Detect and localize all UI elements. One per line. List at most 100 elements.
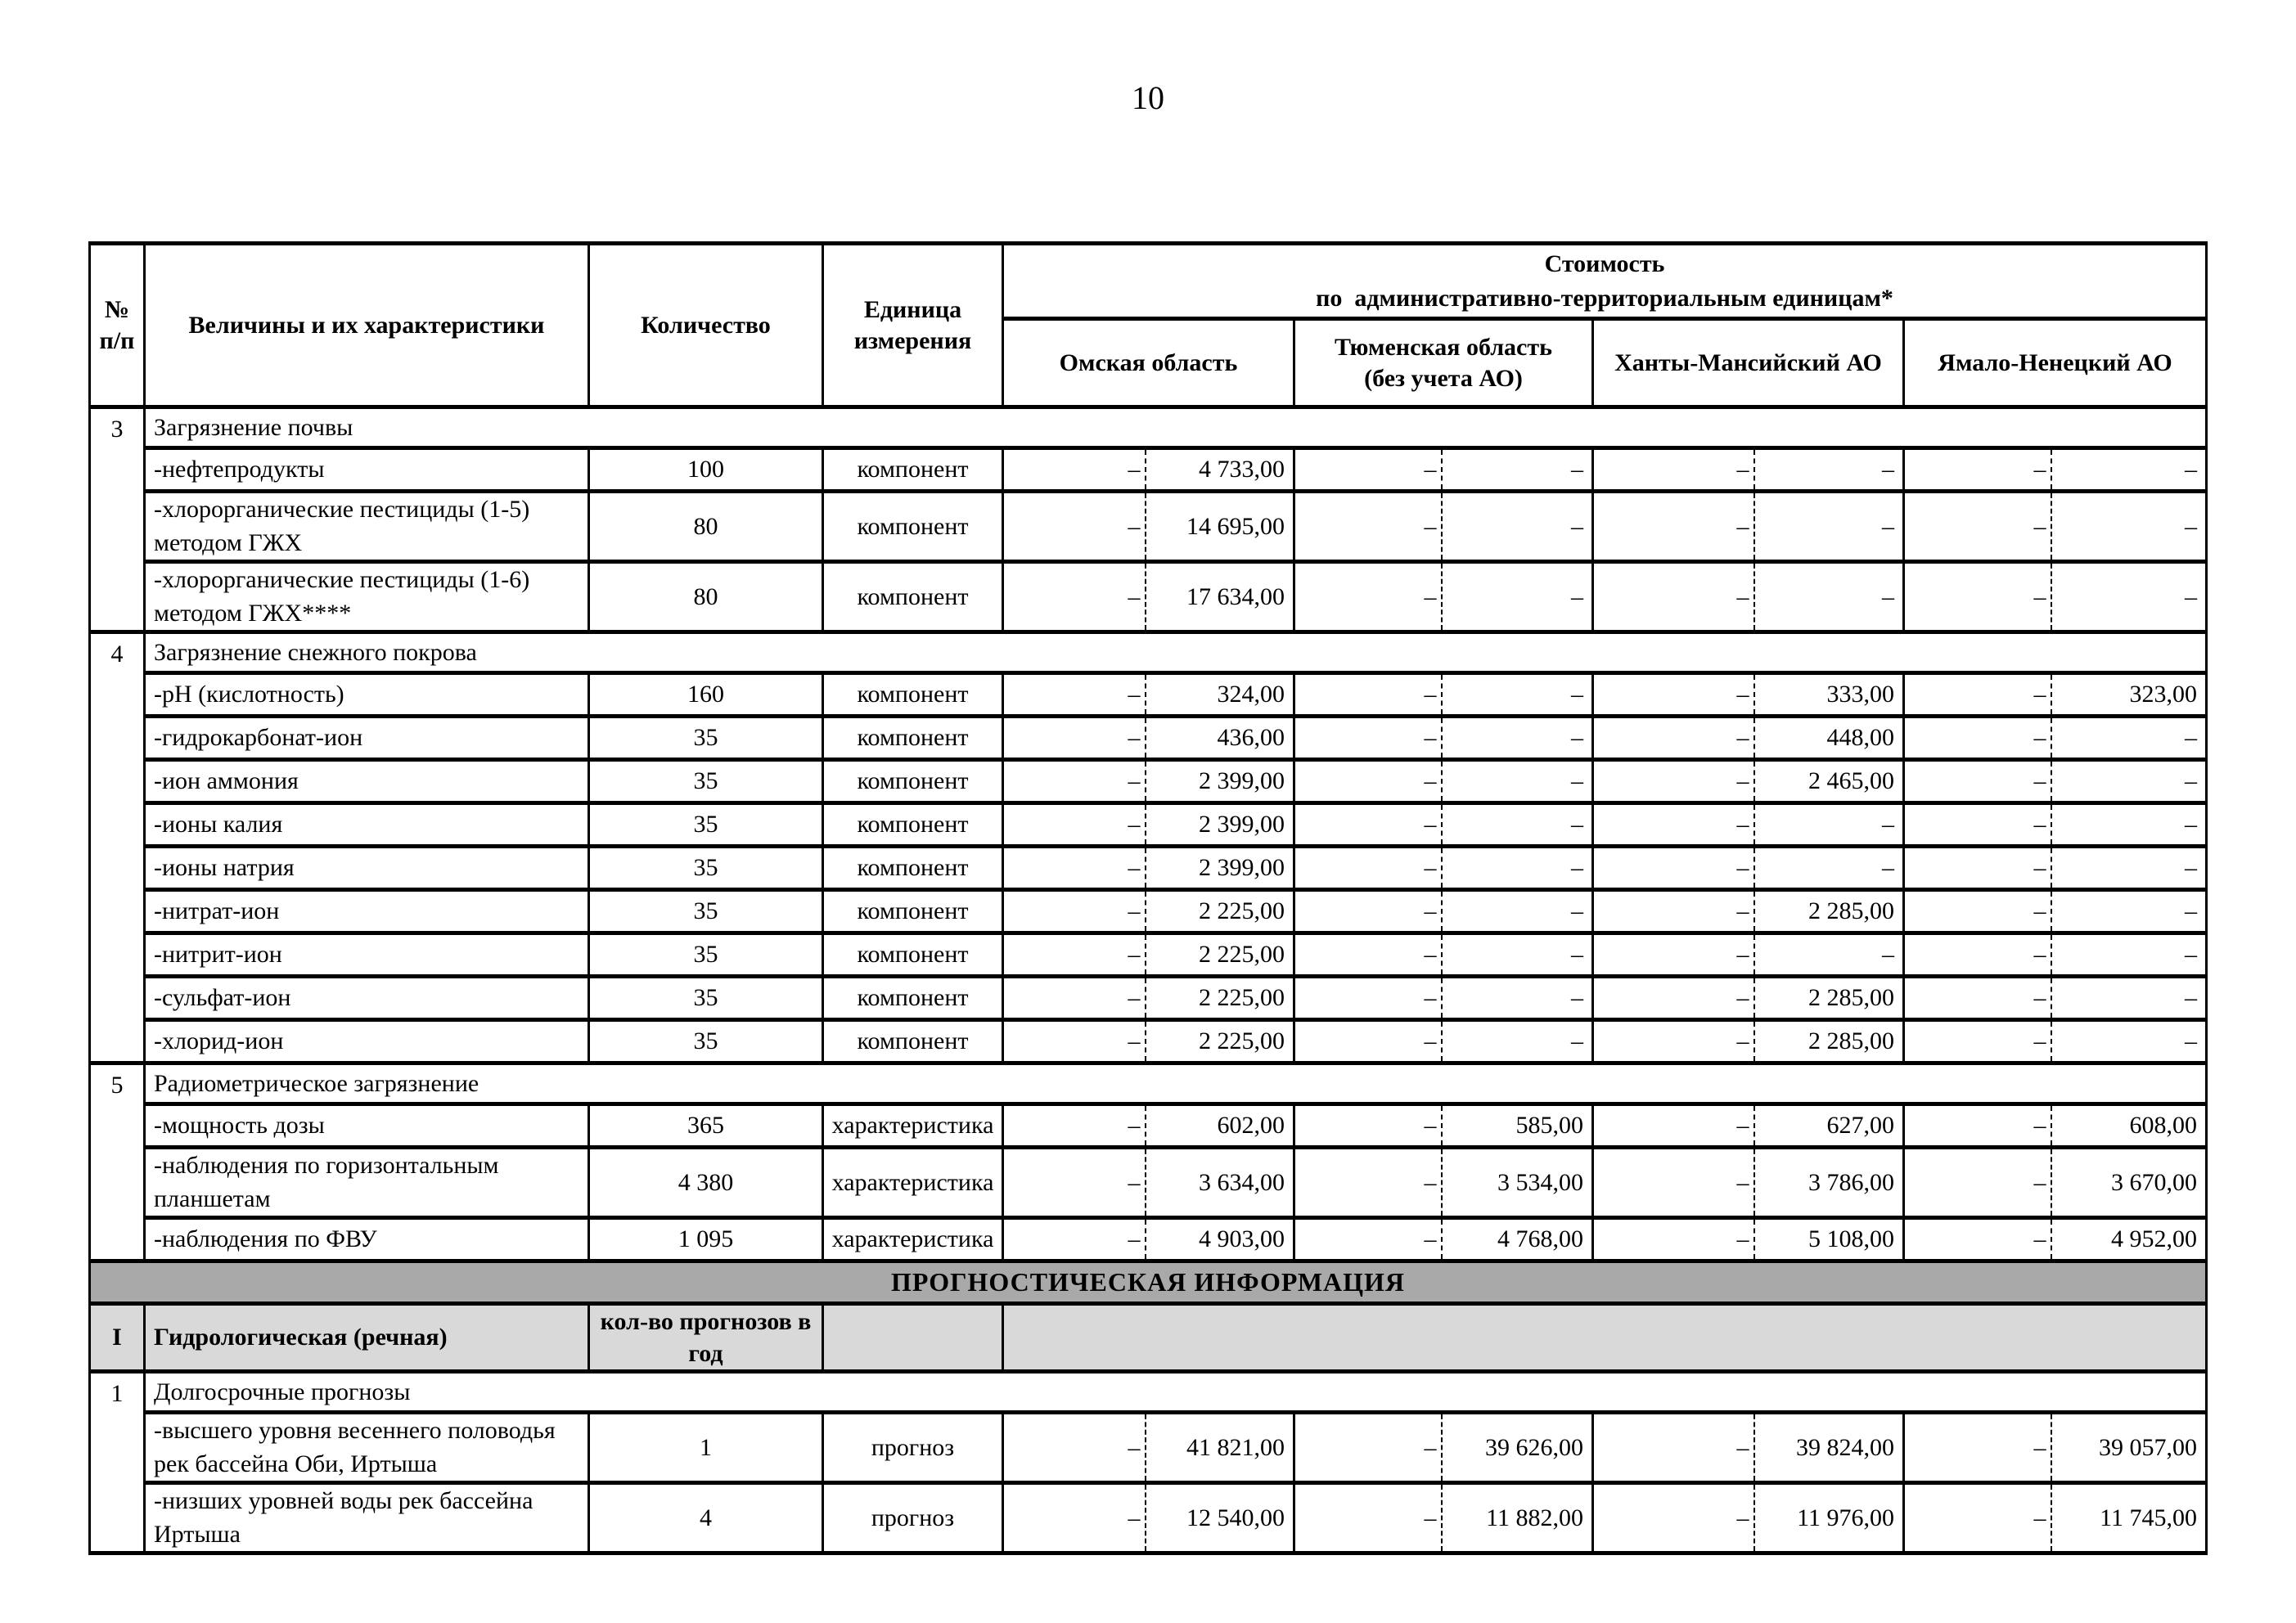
table-row: -наблюдения по ФВУ 1 095 характеристика –4 … bbox=[90, 1216, 2208, 1263]
table-body-forecast: 1 Долгосрочные прогнозы -высшего уровня ве… bbox=[88, 1369, 2208, 1555]
cost-cell: – bbox=[1902, 714, 2052, 762]
cost-cell: – bbox=[1002, 1481, 1146, 1555]
table-row: -хлорид-ион 35 компонент –2 225,00– – –2 285,… bbox=[90, 1018, 2208, 1065]
cost-cell: 39 626,00 bbox=[1441, 1410, 1594, 1485]
table-row: -наблюдения по горизонтальным планшетам 4… bbox=[90, 1145, 2208, 1220]
row-quantity: 35 bbox=[588, 714, 824, 762]
col-header-region-tyumen-line2: (без учета АО) bbox=[1364, 364, 1523, 392]
cost-cell: – bbox=[2051, 489, 2208, 564]
row-label: -хлорорганические пестициды (1-6) методо… bbox=[143, 560, 590, 634]
cost-cell: – bbox=[1002, 714, 1146, 762]
cost-cell: – bbox=[1002, 888, 1146, 935]
cost-cell: – bbox=[1902, 1481, 2052, 1555]
cost-cell: – bbox=[1754, 446, 1905, 493]
cost-cell: – bbox=[1293, 1102, 1443, 1149]
cost-cell: 2 465,00 bbox=[1754, 758, 1905, 805]
header-row-2: Омская область Тюменская область (без уч… bbox=[90, 317, 2208, 409]
col-header-characteristics: Величины и их характеристики bbox=[143, 241, 590, 409]
cost-cell: – bbox=[1293, 671, 1443, 718]
cost-cell: – bbox=[1441, 974, 1594, 1022]
cost-cell: – bbox=[1591, 1145, 1755, 1220]
cost-cell: – bbox=[1591, 801, 1755, 848]
row-label: -ионы натрия bbox=[143, 844, 590, 892]
row-unit: компонент bbox=[822, 974, 1004, 1022]
row-quantity: 365 bbox=[588, 1102, 824, 1149]
table-header: № п/п Величины и их характеристики Колич… bbox=[88, 241, 2208, 409]
cost-cell: – bbox=[1902, 931, 2052, 978]
cost-cell: – bbox=[1002, 1410, 1146, 1485]
row-label: -низших уровней воды рек бассейна Иртыша bbox=[143, 1481, 590, 1555]
row-label: -сульфат-ион bbox=[143, 974, 590, 1022]
row-label: -нитрат-ион bbox=[143, 888, 590, 935]
section-title: Загрязнение снежного покрова bbox=[143, 630, 2208, 675]
row-quantity: 35 bbox=[588, 758, 824, 805]
cost-cell: 2 285,00 bbox=[1754, 888, 1905, 935]
row-label: -хлорорганические пестициды (1-5) методо… bbox=[143, 489, 590, 564]
cost-cell: 3 670,00 bbox=[2051, 1145, 2208, 1220]
page-number: 10 bbox=[1132, 79, 1164, 116]
col-header-unit-line2: измерения bbox=[853, 326, 972, 354]
cost-cell: 4 903,00 bbox=[1145, 1216, 1295, 1263]
cost-table: № п/п Величины и их характеристики Колич… bbox=[88, 241, 2208, 1555]
cost-cell: – bbox=[1441, 560, 1594, 634]
banner-title: ПРОГНОСТИЧЕСКАЯ ИНФОРМАЦИЯ bbox=[88, 1259, 2208, 1306]
cost-cell: 4 768,00 bbox=[1441, 1216, 1594, 1263]
cost-cell: 14 695,00 bbox=[1145, 489, 1295, 564]
cost-cell: 5 108,00 bbox=[1754, 1216, 1905, 1263]
section-title: Радиометрическое загрязнение bbox=[143, 1061, 2208, 1106]
cost-cell: – bbox=[2051, 844, 2208, 892]
cost-cell: – bbox=[1591, 974, 1755, 1022]
row-unit: компонент bbox=[822, 801, 1004, 848]
row-unit: компонент bbox=[822, 844, 1004, 892]
row-unit: характеристика bbox=[822, 1145, 1004, 1220]
table-row: -pH (кислотность) 160 компонент –324,00– – –3… bbox=[90, 671, 2208, 718]
cost-cell: 324,00 bbox=[1145, 671, 1295, 718]
cost-cell: – bbox=[1902, 1216, 2052, 1263]
cost-cell: 2 225,00 bbox=[1145, 888, 1295, 935]
cost-cell: 2 399,00 bbox=[1145, 758, 1295, 805]
col-header-num-line1: № bbox=[104, 296, 130, 323]
row-unit: компонент bbox=[822, 714, 1004, 762]
table-row: -ионы калия 35 компонент –2 399,00– – – – – – bbox=[90, 801, 2208, 848]
cost-cell: – bbox=[1591, 844, 1755, 892]
section-title: Загрязнение почвы bbox=[143, 405, 2208, 450]
cost-cell: – bbox=[1293, 560, 1443, 634]
cost-cell: – bbox=[1902, 1410, 2052, 1485]
cost-cell: 3 634,00 bbox=[1145, 1145, 1295, 1220]
cost-cell: – bbox=[1293, 714, 1443, 762]
cost-cell: – bbox=[1002, 844, 1146, 892]
table-row: -нитрат-ион 35 компонент –2 225,00– – –2 285,… bbox=[90, 888, 2208, 935]
table-row: -нитрит-ион 35 компонент –2 225,00– – – – – – bbox=[90, 931, 2208, 978]
cost-cell: 627,00 bbox=[1754, 1102, 1905, 1149]
cost-cell: – bbox=[1902, 758, 2052, 805]
cost-cell: 11 745,00 bbox=[2051, 1481, 2208, 1555]
cost-cell: 4 733,00 bbox=[1145, 446, 1295, 493]
cost-cell: – bbox=[2051, 714, 2208, 762]
row-quantity: 35 bbox=[588, 1018, 824, 1065]
table-row: -нефтепродукты 100 компонент –4 733,00– – – – –… bbox=[90, 446, 2208, 493]
row-unit: компонент bbox=[822, 560, 1004, 634]
cost-cell: – bbox=[1591, 560, 1755, 634]
cost-cell: – bbox=[1002, 446, 1146, 493]
row-unit: прогноз bbox=[822, 1410, 1004, 1485]
row-unit: компонент bbox=[822, 888, 1004, 935]
row-label: -высшего уровня весеннего половодья рек … bbox=[143, 1410, 590, 1485]
row-quantity: 4 bbox=[588, 1481, 824, 1555]
cost-cell: – bbox=[1002, 758, 1146, 805]
row-number: 5 bbox=[88, 1061, 146, 1263]
row-quantity: 4 380 bbox=[588, 1145, 824, 1220]
table-body-sections: 3 Загрязнение почвы -нефтепродукты 100 компо… bbox=[88, 405, 2208, 1263]
cost-cell: – bbox=[1591, 888, 1755, 935]
col-header-num-line2: п/п bbox=[99, 326, 135, 354]
forecast-header-values-empty bbox=[1002, 1302, 2208, 1373]
cost-cell: – bbox=[2051, 888, 2208, 935]
cost-cell: 333,00 bbox=[1754, 671, 1905, 718]
cost-cell: – bbox=[1591, 1102, 1755, 1149]
section-row: 5 Радиометрическое загрязнение bbox=[88, 1061, 2208, 1263]
cost-cell: – bbox=[1293, 1481, 1443, 1555]
row-label: -нефтепродукты bbox=[143, 446, 590, 493]
col-header-quantity: Количество bbox=[588, 241, 824, 409]
cost-cell: 323,00 bbox=[2051, 671, 2208, 718]
table-banner-group: ПРОГНОСТИЧЕСКАЯ ИНФОРМАЦИЯ I Гидрологиче… bbox=[88, 1259, 2208, 1373]
cost-cell: – bbox=[1002, 974, 1146, 1022]
